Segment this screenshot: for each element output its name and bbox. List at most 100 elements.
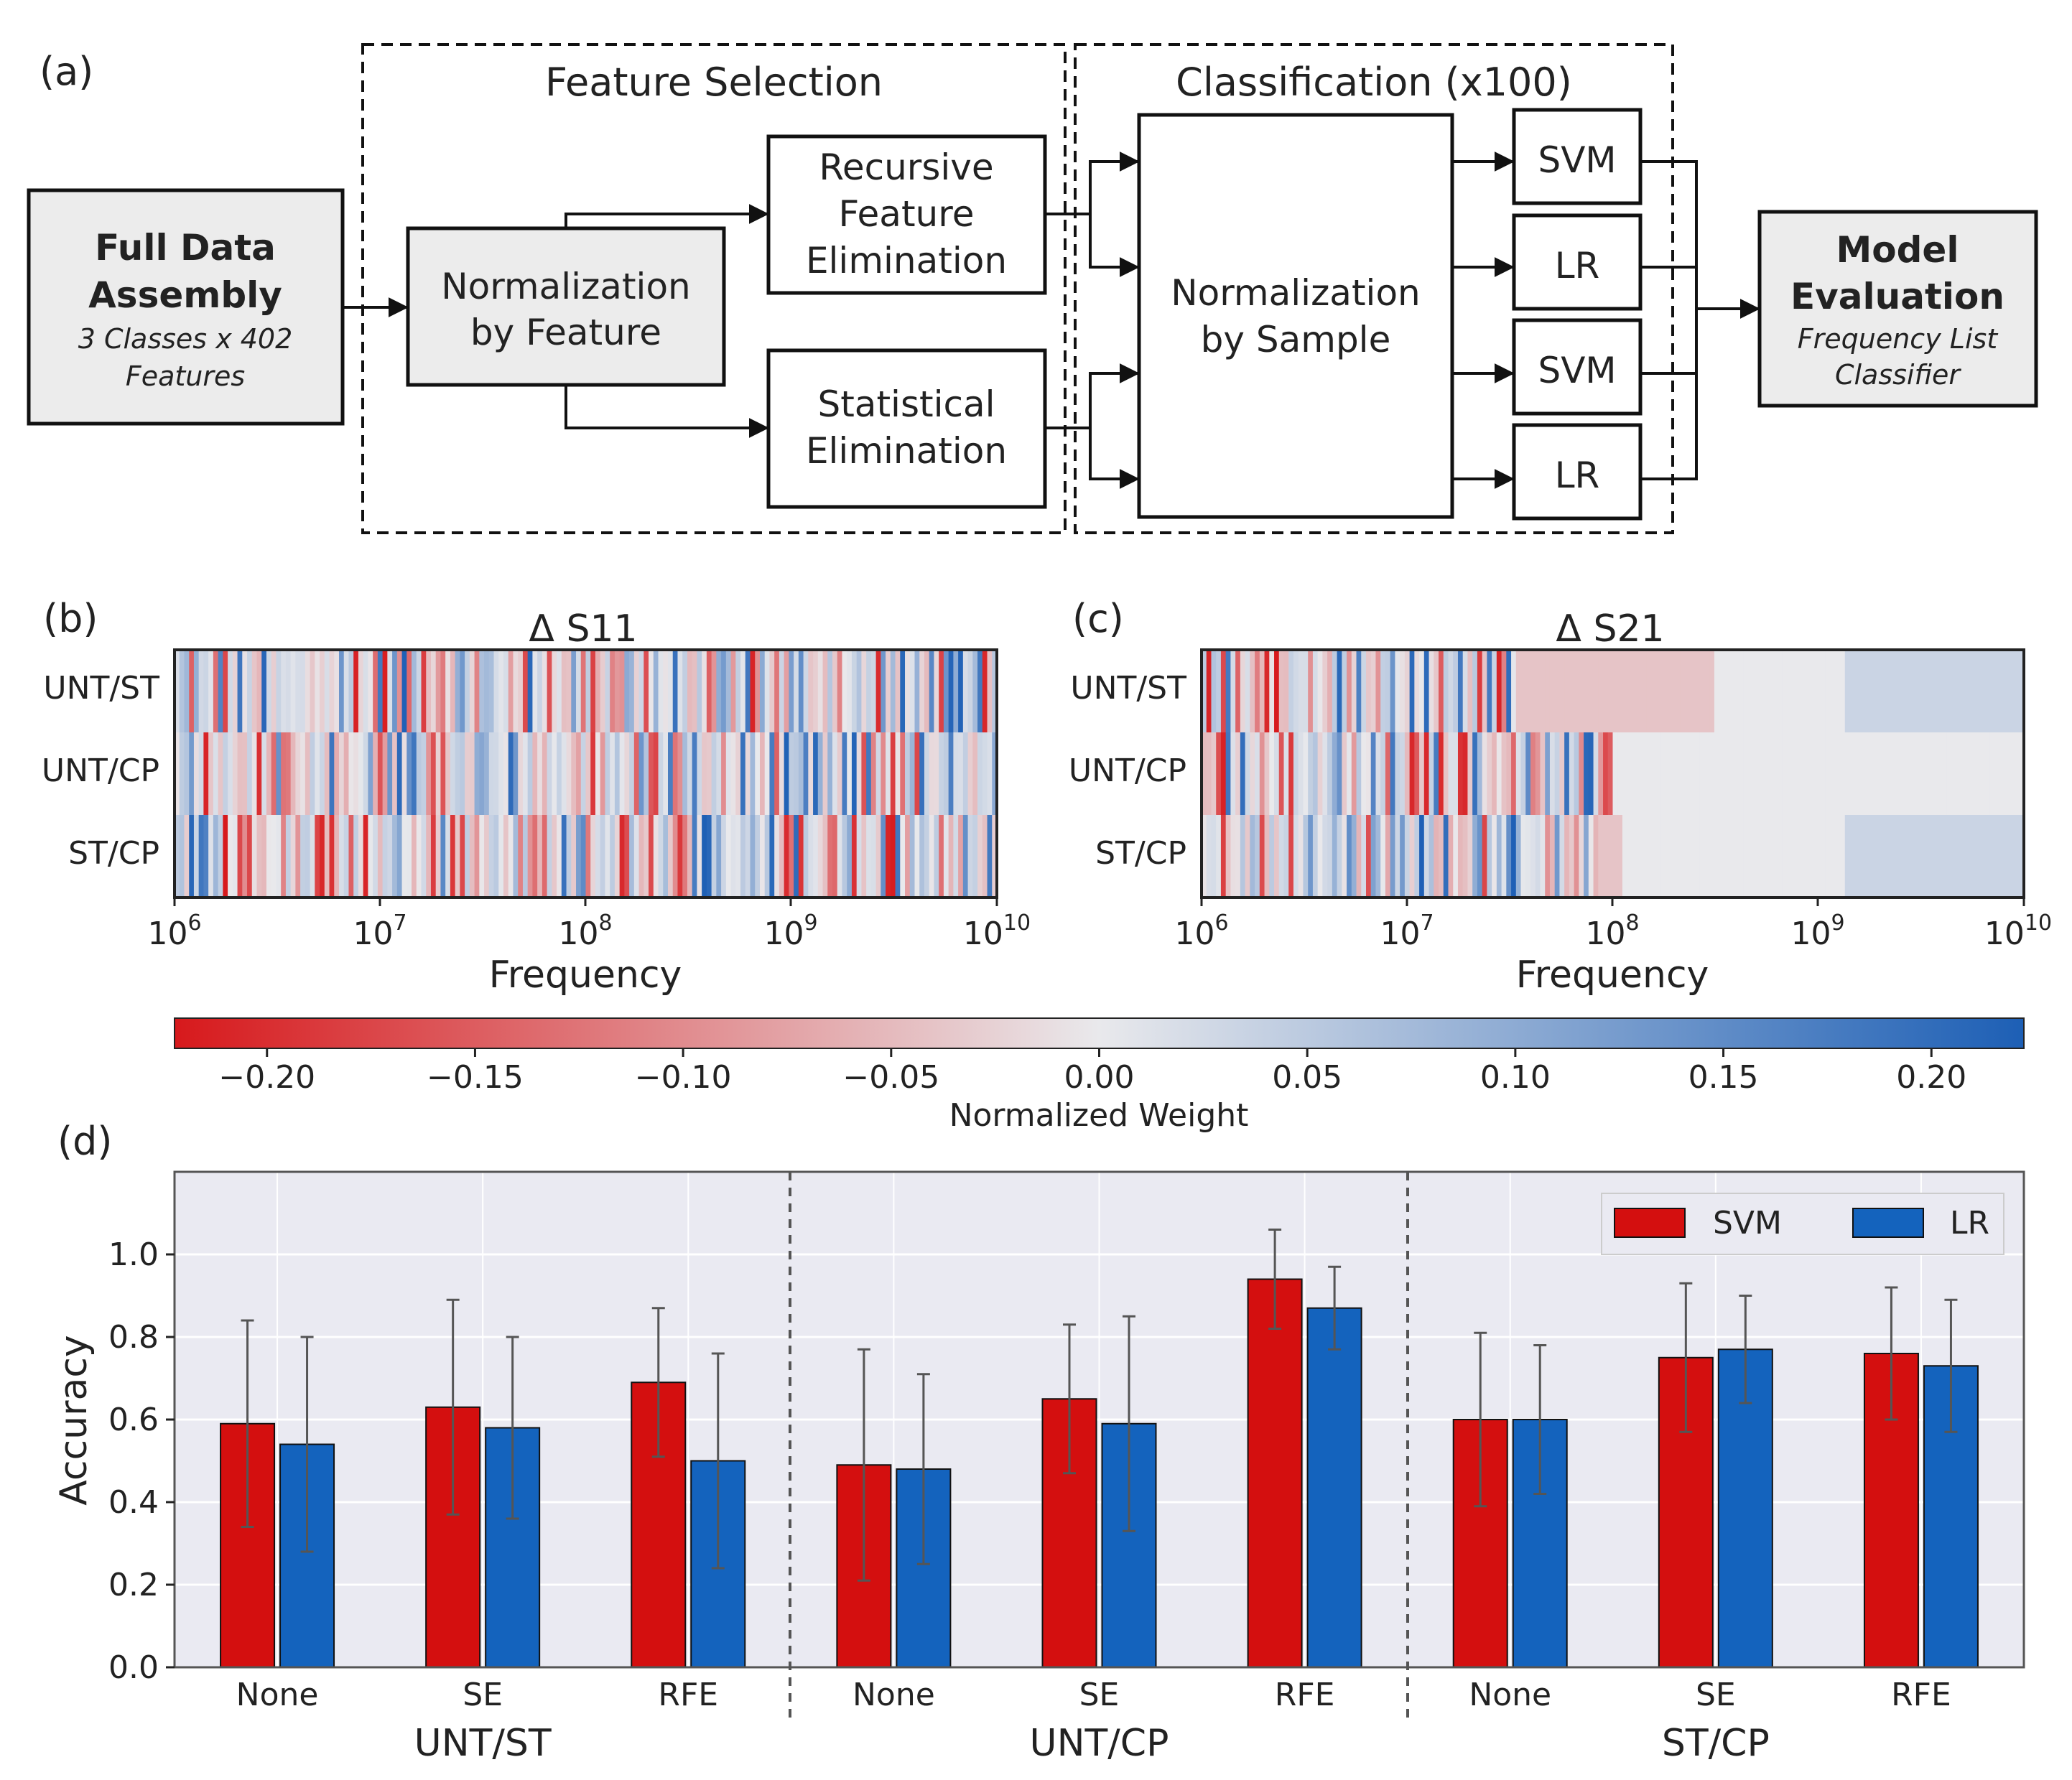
heatmap-cell: [198, 815, 205, 898]
heatmap-cell: [1603, 815, 1609, 898]
s11-xtick-4-exp: 9: [804, 910, 817, 936]
x-group-label: ST/CP: [1662, 1722, 1770, 1765]
heatmap-cell: [794, 732, 799, 815]
heatmap-cell: [740, 650, 746, 732]
s11-xtick-5-base: 10: [963, 915, 1003, 952]
heatmap-cell: [1859, 815, 1865, 898]
heatmap-cell: [1816, 650, 1821, 732]
heatmap-cell: [1574, 815, 1579, 898]
stat-elim-2: Elimination: [806, 430, 1007, 472]
heatmap-cell: [1666, 732, 1671, 815]
heatmap-cell: [890, 815, 896, 898]
heatmap-cell: [1844, 815, 1851, 898]
heatmap-cell: [1443, 650, 1449, 732]
heatmap-cell: [1501, 815, 1507, 898]
heatmap-cell: [1666, 650, 1671, 732]
model-eval-sub-1: Frequency List: [1798, 323, 1999, 355]
heatmap-cell: [827, 732, 833, 815]
colorbar-tick-label: −0.10: [635, 1059, 732, 1096]
heatmap-cell: [469, 650, 475, 732]
heatmap-cell: [1278, 732, 1285, 815]
heatmap-cell: [784, 650, 789, 732]
heatmap-cell: [479, 815, 485, 898]
heatmap-cell: [300, 732, 306, 815]
heatmap-cell: [1569, 815, 1575, 898]
heatmap-cell: [334, 815, 340, 898]
s21-xtick-4-exp: 9: [1831, 910, 1844, 936]
heatmap-s21-xlabel: Frequency: [1516, 954, 1709, 997]
heatmap-cell: [1994, 815, 2000, 898]
heatmap-cell: [943, 732, 949, 815]
legend-swatch-svm: [1614, 1208, 1686, 1238]
heatmap-cell: [1719, 815, 1725, 898]
heatmap-cell: [1786, 732, 1793, 815]
heatmap-cell: [668, 732, 674, 815]
heatmap-cell: [1951, 650, 1957, 732]
heatmap-cell: [1748, 732, 1754, 815]
heatmap-cell: [315, 815, 320, 898]
heatmap-cell: [1453, 815, 1459, 898]
heatmap-cell: [1390, 815, 1396, 898]
heatmap-cell: [310, 815, 315, 898]
rfe-3: Elimination: [806, 240, 1007, 281]
heatmap-cell: [716, 650, 722, 732]
heatmap-cell: [929, 732, 935, 815]
heatmap-cell: [644, 815, 649, 898]
s11-xtick-4: 109: [763, 898, 818, 952]
heatmap-cell: [1932, 650, 1938, 732]
heatmap-cell: [764, 650, 771, 732]
heatmap-cell: [300, 650, 306, 732]
heatmap-cell: [1908, 732, 1913, 815]
colorbar-label: Normalized Weight: [949, 1097, 1249, 1134]
heatmap-cell: [1989, 650, 1996, 732]
heatmap-cell: [527, 650, 534, 732]
heatmap-cell: [571, 732, 577, 815]
heatmap-cell: [1607, 732, 1614, 815]
heatmap-cell: [600, 732, 606, 815]
heatmap-cell: [1680, 650, 1686, 732]
heatmap-cell: [223, 732, 228, 815]
heatmap-cell: [1617, 815, 1623, 898]
heatmap-cell: [406, 650, 412, 732]
heatmap-cell: [1980, 650, 1986, 732]
heatmap-cell: [1419, 732, 1425, 815]
heatmap-cell: [175, 732, 180, 815]
heatmap-cell: [967, 815, 973, 898]
heatmap-cell: [179, 815, 185, 898]
heatmap-cell: [1574, 732, 1579, 815]
heatmap-cell: [324, 732, 330, 815]
heatmap-cell: [508, 650, 514, 732]
flow-connectors: [343, 152, 1760, 489]
heatmap-cell: [1777, 815, 1783, 898]
heatmap-cell: [1660, 650, 1667, 732]
heatmap-cell: [343, 815, 350, 898]
heatmap-cell: [1893, 650, 1899, 732]
model-eval-sub-2: Classifier: [1835, 359, 1961, 391]
heatmap-cell: [324, 815, 330, 898]
heatmap-cell: [740, 815, 746, 898]
heatmap-cell: [677, 650, 683, 732]
heatmap-cell: [755, 815, 761, 898]
s21-xtick-1: 106: [1174, 898, 1229, 952]
heatmap-cell: [982, 650, 988, 732]
classification-region: [1074, 43, 1674, 534]
heatmap-cell: [1646, 732, 1652, 815]
heatmap-cell: [281, 732, 287, 815]
heatmap-cell: [1332, 650, 1338, 732]
heatmap-cell: [339, 650, 345, 732]
heatmap-cell: [474, 815, 480, 898]
heatmap-cell: [1467, 650, 1473, 732]
heatmap-cell: [1202, 650, 1207, 732]
heatmap-cell: [435, 732, 442, 815]
heatmap-cell: [1724, 815, 1729, 898]
heatmap-cell: [861, 732, 867, 815]
heatmap-cell: [339, 732, 345, 815]
heatmap-cell: [875, 815, 881, 898]
heatmap-cell: [1259, 650, 1265, 732]
norm-sample-2: by Sample: [1201, 319, 1391, 360]
feature-selection-title: Feature Selection: [545, 60, 883, 105]
heatmap-cell: [847, 815, 853, 898]
heatmap-cell: [1511, 732, 1517, 815]
heatmap-cell: [672, 650, 679, 732]
heatmap-cell: [1859, 732, 1865, 815]
